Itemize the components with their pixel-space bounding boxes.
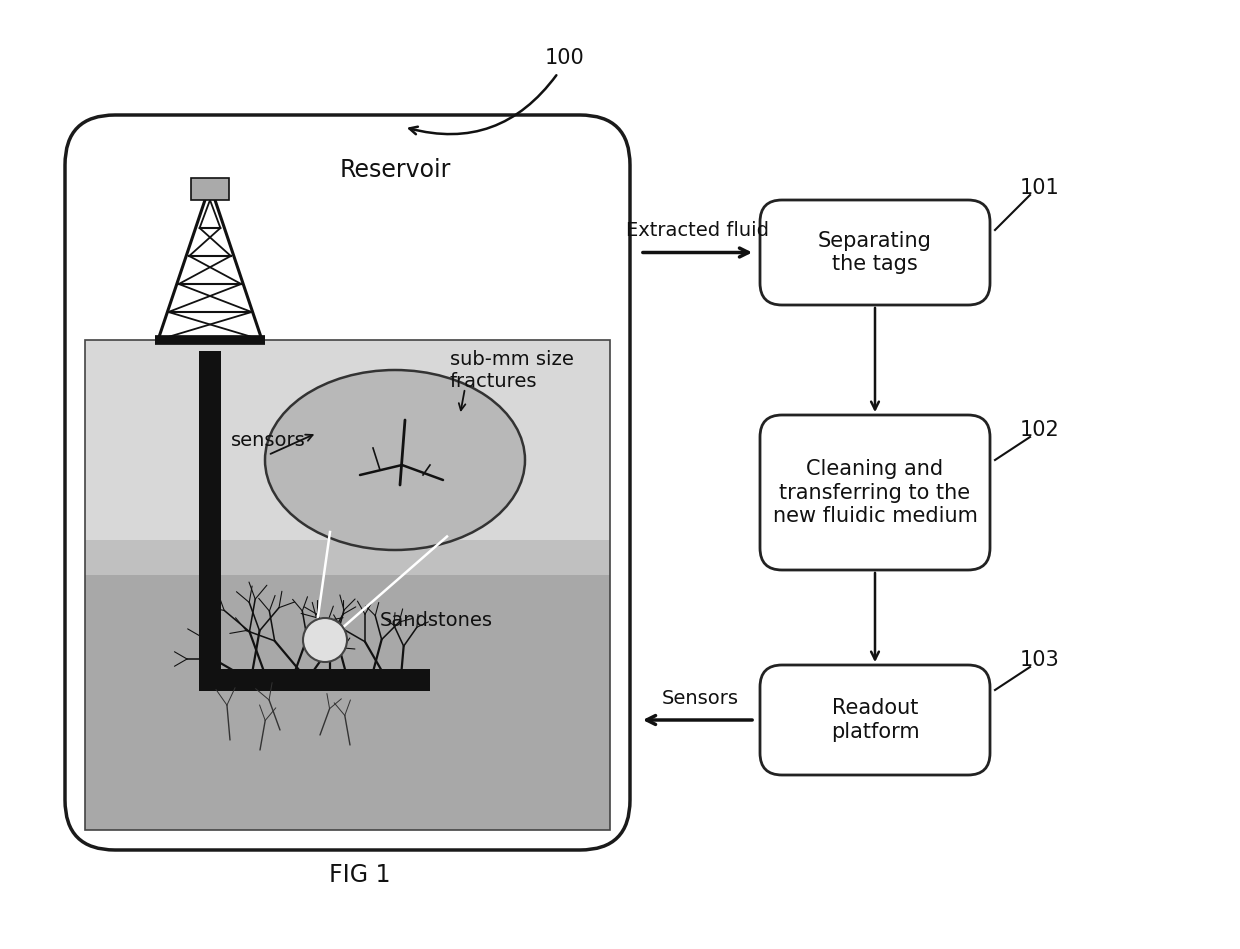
Text: Sensors: Sensors [661, 689, 739, 708]
Text: 101: 101 [1021, 178, 1060, 198]
Bar [86, 540, 610, 575]
Text: FIG 1: FIG 1 [330, 863, 391, 887]
Text: sub-mm size
fractures: sub-mm size fractures [450, 349, 574, 390]
Bar [86, 340, 610, 540]
FancyBboxPatch shape [64, 115, 630, 850]
Bar [198, 669, 430, 691]
Circle shape [303, 618, 347, 662]
Ellipse shape [265, 370, 525, 550]
Bar [198, 351, 221, 691]
Text: Cleaning and
transferring to the
new fluidic medium: Cleaning and transferring to the new flu… [773, 459, 977, 526]
Text: Separating
the tags: Separating the tags [818, 231, 932, 274]
Bar [86, 575, 610, 830]
FancyBboxPatch shape [760, 415, 990, 570]
Text: Readout
platform: Readout platform [831, 698, 919, 741]
Text: Reservoir: Reservoir [340, 158, 450, 182]
Bar [86, 340, 610, 830]
Text: 102: 102 [1021, 420, 1060, 440]
Text: 100: 100 [546, 48, 585, 68]
Bar [191, 178, 229, 200]
Text: sensors: sensors [231, 431, 305, 450]
Text: Sandstones: Sandstones [379, 610, 494, 629]
FancyBboxPatch shape [760, 200, 990, 305]
Text: 103: 103 [1021, 650, 1060, 670]
Text: Extracted fluid: Extracted fluid [626, 221, 769, 240]
FancyBboxPatch shape [760, 665, 990, 775]
